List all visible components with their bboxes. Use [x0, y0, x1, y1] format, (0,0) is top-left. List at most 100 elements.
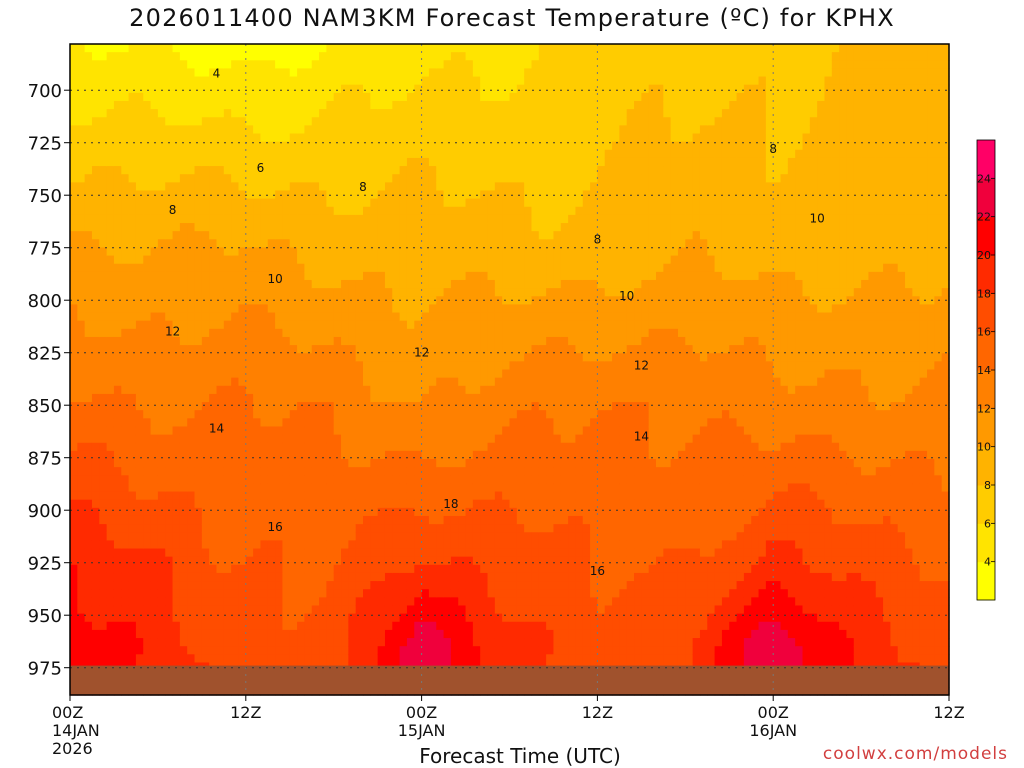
- temperature-cell: [289, 174, 298, 183]
- temperature-cell: [436, 434, 445, 444]
- temperature-cell: [414, 304, 423, 314]
- temperature-cell: [260, 247, 269, 257]
- temperature-cell: [465, 475, 474, 485]
- temperature-cell: [377, 263, 386, 273]
- temperature-cell: [84, 402, 93, 411]
- temperature-cell: [231, 109, 240, 118]
- temperature-cell: [414, 491, 423, 501]
- temperature-cell: [333, 654, 342, 664]
- temperature-cell: [99, 556, 108, 566]
- temperature-cell: [187, 190, 196, 200]
- temperature-cell: [326, 589, 335, 598]
- temperature-cell: [465, 377, 474, 387]
- temperature-cell: [91, 450, 100, 460]
- temperature-cell: [370, 507, 379, 517]
- temperature-cell: [370, 638, 379, 647]
- temperature-cell: [165, 393, 174, 403]
- temperature-cell: [326, 109, 335, 118]
- temperature-cell: [502, 621, 511, 631]
- temperature-cell: [414, 312, 423, 322]
- temperature-cell: [275, 638, 284, 647]
- temperature-cell: [223, 304, 232, 314]
- temperature-cell: [157, 450, 166, 460]
- temperature-cell: [348, 556, 357, 566]
- temperature-cell: [282, 263, 291, 273]
- temperature-cell: [502, 532, 511, 541]
- temperature-cell: [414, 532, 423, 541]
- temperature-cell: [253, 613, 262, 623]
- temperature-cell: [421, 467, 430, 476]
- temperature-cell: [106, 296, 115, 305]
- temperature-cell: [363, 621, 371, 631]
- temperature-cell: [70, 100, 78, 110]
- temperature-cell: [106, 548, 115, 558]
- temperature-cell: [135, 60, 144, 70]
- temperature-cell: [260, 182, 269, 192]
- temperature-cell: [201, 166, 210, 175]
- temperature-cell: [516, 532, 525, 541]
- temperature-cell: [113, 605, 122, 615]
- temperature-cell: [355, 613, 364, 623]
- temperature-cell: [260, 206, 269, 216]
- temperature-cell: [304, 524, 313, 533]
- temperature-cell: [341, 198, 349, 208]
- temperature-cell: [414, 581, 423, 590]
- temperature-cell: [165, 524, 174, 533]
- temperature-cell: [165, 125, 174, 135]
- temperature-cell: [480, 361, 489, 371]
- temperature-cell: [304, 141, 313, 151]
- temperature-cell: [487, 629, 496, 639]
- temperature-cell: [502, 247, 511, 257]
- temperature-cell: [465, 540, 474, 550]
- temperature-cell: [480, 377, 489, 387]
- temperature-cell: [384, 540, 393, 550]
- temperature-cell: [326, 442, 335, 452]
- temperature-cell: [179, 459, 188, 468]
- temperature-cell: [135, 629, 144, 639]
- temperature-cell: [421, 182, 430, 192]
- temperature-cell: [216, 426, 225, 436]
- temperature-cell: [326, 336, 335, 346]
- temperature-cell: [355, 507, 364, 517]
- temperature-cell: [311, 288, 320, 297]
- temperature-cell: [465, 499, 474, 509]
- temperature-cell: [465, 149, 474, 159]
- temperature-cell: [399, 76, 408, 86]
- temperature-cell: [84, 564, 93, 574]
- temperature-cell: [121, 109, 130, 118]
- temperature-cell: [77, 84, 86, 94]
- temperature-cell: [84, 410, 93, 419]
- temperature-cell: [201, 149, 210, 159]
- temperature-cell: [465, 646, 474, 655]
- temperature-cell: [414, 377, 423, 387]
- temperature-cell: [128, 646, 137, 655]
- temperature-cell: [406, 214, 415, 224]
- temperature-cell: [465, 434, 474, 444]
- temperature-cell: [143, 581, 152, 590]
- temperature-cell: [289, 581, 298, 590]
- temperature-cell: [436, 279, 445, 289]
- temperature-cell: [502, 638, 511, 647]
- temperature-cell: [238, 475, 247, 485]
- temperature-cell: [524, 133, 533, 143]
- temperature-cell: [275, 288, 284, 297]
- temperature-cell: [458, 263, 467, 273]
- temperature-cell: [472, 638, 481, 647]
- temperature-cell: [443, 613, 452, 623]
- temperature-cell: [165, 92, 174, 102]
- temperature-cell: [363, 206, 371, 216]
- temperature-cell: [253, 288, 262, 297]
- temperature-cell: [201, 271, 210, 281]
- temperature-cell: [194, 564, 203, 574]
- temperature-cell: [428, 353, 437, 362]
- temperature-cell: [465, 214, 474, 224]
- temperature-cell: [209, 52, 218, 61]
- temperature-cell: [355, 369, 364, 379]
- temperature-cell: [304, 564, 313, 574]
- temperature-cell: [245, 214, 254, 224]
- temperature-cell: [399, 84, 408, 94]
- temperature-cell: [157, 564, 166, 574]
- temperature-cell: [384, 499, 393, 509]
- temperature-cell: [216, 605, 225, 615]
- temperature-cell: [297, 572, 305, 582]
